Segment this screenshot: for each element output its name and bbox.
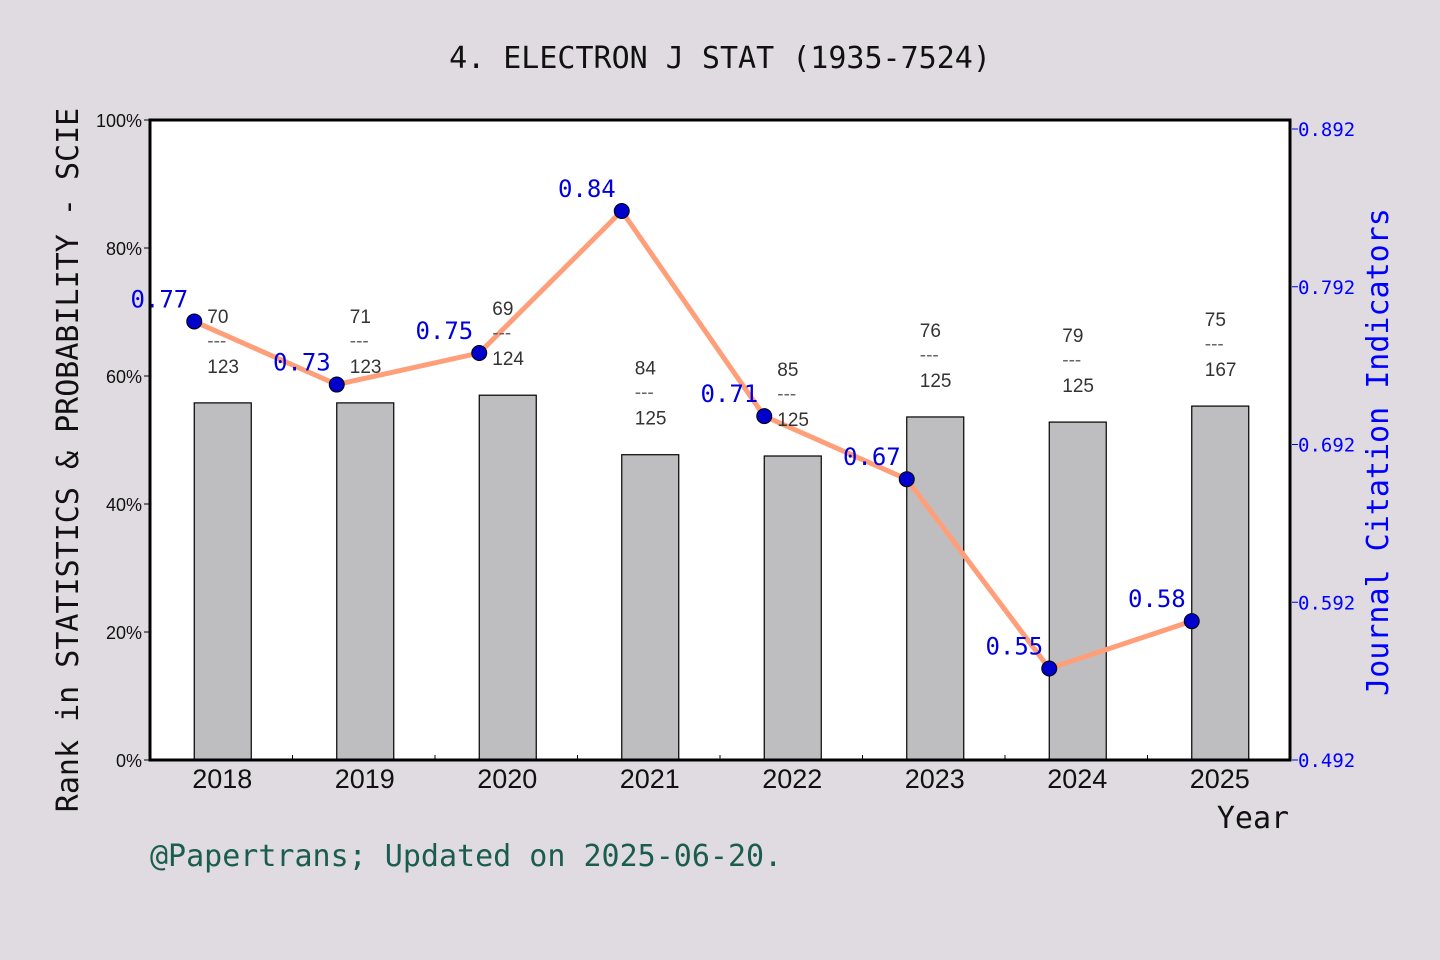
rank-label: 71 [350,307,371,328]
right-tick-label: 0.592 [1298,592,1355,614]
rank-separator: --- [350,331,369,352]
x-tick-label: 2024 [1047,764,1107,794]
left-tick-label: 0% [116,751,142,771]
footer-credit: @Papertrans; Updated on 2025-06-20. [150,839,782,874]
x-tick-label: 2023 [905,764,965,794]
jci-label: 0.84 [558,175,616,203]
x-tick-label: 2021 [620,764,680,794]
x-tick-label: 2020 [477,764,537,794]
jci-label: 0.73 [273,349,331,377]
rank-separator: --- [920,345,939,366]
plot-area [150,120,1290,760]
rank-bar [1048,421,1107,761]
total-label: 125 [777,410,809,431]
rank-separator: --- [635,383,654,404]
left-tick-label: 100% [96,111,142,131]
rank-label: 84 [635,359,657,380]
total-label: 125 [920,371,952,392]
jci-label: 0.58 [1128,585,1186,613]
right-tick-label: 0.892 [1298,119,1355,141]
rank-bar [478,394,537,761]
rank-separator: --- [1205,334,1224,355]
jci-label: 0.55 [985,633,1043,661]
rank-separator: --- [207,331,226,352]
rank-separator: --- [492,323,511,344]
right-tick-label: 0.692 [1298,435,1355,457]
jci-point [898,471,915,488]
jci-line [193,207,1193,672]
jci-point [186,313,203,330]
jci-point [756,408,773,425]
rank-separator: --- [1062,350,1081,371]
x-axis-label: Year [1217,801,1289,836]
jci-point [328,376,345,393]
left-tick-label: 80% [106,239,142,259]
left-axis-label: Rank in STATISTICS & PROBABILITY - SCIE [51,108,86,812]
x-tick-label: 2022 [762,764,822,794]
left-tick-label: 40% [106,495,142,515]
jci-point [471,345,488,362]
rank-label: 79 [1062,326,1083,347]
rank-bar [763,455,822,761]
rank-label: 76 [920,321,941,342]
jci-label: 0.77 [130,285,188,313]
rank-label: 69 [492,299,513,320]
rank-label: 75 [1205,310,1226,331]
total-label: 124 [492,349,524,370]
rank-separator: --- [777,384,796,405]
jci-point [613,203,630,220]
jci-point [1183,613,1200,630]
total-label: 167 [1205,360,1237,381]
rank-bar [906,416,965,761]
right-axis-label: Journal Citation Indicators [1361,208,1396,696]
rank-bar [621,454,680,761]
rank-bar [336,402,395,761]
total-label: 125 [1062,376,1094,397]
rank-bar [1191,405,1250,761]
rank-bar [193,402,252,761]
total-label: 123 [350,357,382,378]
jci-label: 0.67 [843,443,901,471]
jci-point [1041,660,1058,677]
jci-label: 0.75 [415,317,473,345]
right-tick-label: 0.792 [1298,277,1355,299]
right-tick-label: 0.492 [1298,750,1355,772]
rank-label: 85 [777,360,798,381]
total-label: 125 [635,409,667,430]
total-label: 123 [207,357,239,378]
rank-label: 70 [207,307,228,328]
x-tick-label: 2019 [335,764,395,794]
jci-label: 0.71 [700,380,758,408]
left-tick-label: 60% [106,367,142,387]
x-tick-label: 2025 [1190,764,1250,794]
left-tick-label: 20% [106,623,142,643]
x-tick-label: 2018 [192,764,252,794]
chart-title: 4. ELECTRON J STAT (1935-7524) [449,41,991,76]
